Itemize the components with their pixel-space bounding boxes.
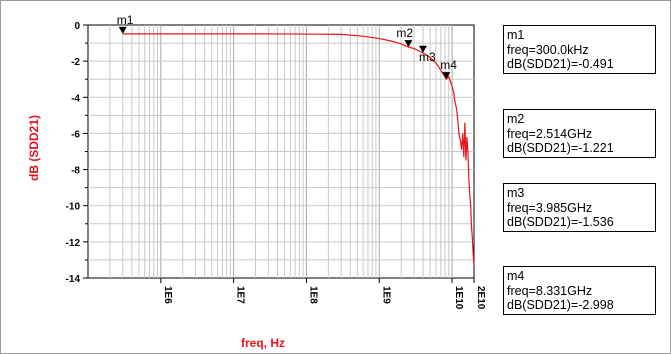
- marker-readout-value: dB(SDD21)=-0.491: [507, 57, 614, 71]
- x-tick-label: 1E6: [162, 286, 173, 304]
- marker-readout-name: m4: [507, 269, 525, 283]
- marker-readout-freq: freq=8.331GHz: [507, 283, 593, 298]
- marker-readout-name: m2: [507, 112, 525, 126]
- y-axis-label: dB (SDD21): [27, 115, 41, 181]
- y-tick-label: -10: [66, 202, 81, 213]
- marker-label-m3: m3: [419, 50, 436, 64]
- marker-readout-freq: freq=3.985GHz: [507, 200, 593, 215]
- y-tick-label: -6: [71, 129, 80, 140]
- marker-label-m1: m1: [117, 13, 134, 27]
- marker-readout-freq: freq=2.514GHz: [507, 126, 593, 141]
- x-tick-label: 1E9: [380, 286, 391, 304]
- x-tick-label: 1E7: [235, 286, 246, 304]
- marker-readout-m1: m1 freq=300.0kHz dB(SDD21)=-0.491: [503, 25, 656, 74]
- marker-readout-freq: freq=300.0kHz: [507, 42, 589, 57]
- y-tick-label: -4: [71, 93, 80, 104]
- marker-readout-m3: m3 freq=3.985GHz dB(SDD21)=-1.536: [503, 183, 656, 232]
- marker-readout-name: m1: [507, 28, 525, 42]
- marker-m3: [418, 45, 427, 53]
- marker-label-m4: m4: [440, 58, 457, 72]
- y-tick-label: 0: [74, 21, 80, 32]
- marker-readout-name: m3: [507, 186, 525, 200]
- marker-m2: [404, 40, 413, 48]
- x-tick-label: 2E10: [475, 286, 486, 310]
- marker-readout-value: dB(SDD21)=-1.221: [507, 141, 614, 155]
- x-axis-label: freq, Hz: [241, 336, 285, 350]
- marker-readout-value: dB(SDD21)=-2.998: [507, 298, 614, 312]
- marker-m4: [442, 72, 451, 80]
- markers: m1 m2 m3 m4: [117, 13, 457, 80]
- marker-readout-m4: m4 freq=8.331GHz dB(SDD21)=-2.998: [503, 266, 656, 315]
- y-tick-label: -12: [66, 238, 81, 249]
- x-tick-label: 1E8: [307, 286, 318, 304]
- x-tick-label: 1E10: [453, 286, 464, 310]
- marker-readout-m2: m2 freq=2.514GHz dB(SDD21)=-1.221: [503, 109, 656, 158]
- y-tick-label: -2: [71, 57, 80, 68]
- grid: [88, 25, 474, 278]
- marker-readout-value: dB(SDD21)=-1.536: [507, 215, 614, 229]
- y-tick-label: -14: [66, 274, 81, 285]
- x-axis: 1E6 1E7 1E8 1E9 1E10 2E10: [160, 278, 486, 310]
- marker-m1: [118, 26, 127, 34]
- series-line: [122, 33, 475, 266]
- y-axis: 0 -2 -4 -6 -8 -10 -12 -14: [66, 21, 88, 285]
- y-tick-label: -8: [71, 166, 80, 177]
- marker-label-m2: m2: [396, 26, 413, 40]
